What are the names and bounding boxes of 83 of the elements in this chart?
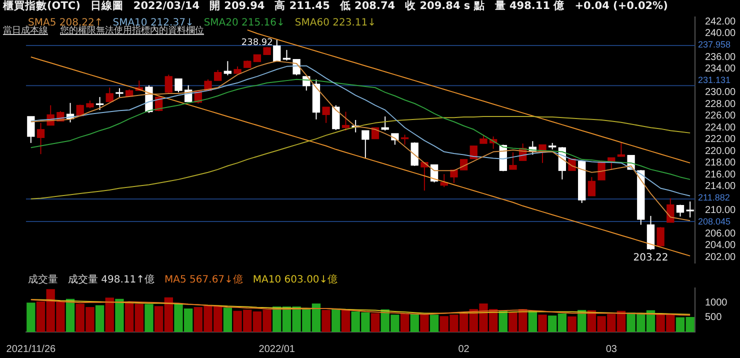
- annotation: 203.22: [633, 252, 668, 264]
- text: SMA60 223.11↓: [294, 18, 376, 29]
- bar: [341, 309, 350, 332]
- ref-line-label: 208.045: [698, 216, 731, 226]
- y-tick-label: 222.00: [705, 134, 736, 146]
- candlestick: [617, 142, 626, 157]
- candlestick: [686, 201, 694, 218]
- candlestick: [332, 104, 340, 130]
- y-tick-label: 210.00: [705, 204, 736, 216]
- y-tick-label: 224.00: [705, 122, 736, 134]
- y-tick-label: 1000: [705, 297, 728, 308]
- candlestick: [322, 106, 330, 124]
- candlestick: [342, 111, 350, 132]
- y-tick-label: 240.00: [705, 28, 736, 40]
- text: 2022/03/14: [133, 0, 200, 12]
- series-label: 成交量 498.11↑億: [68, 274, 155, 286]
- x-tick-label: 2022/01: [258, 344, 296, 355]
- ref-line-label: 211.882: [698, 192, 730, 203]
- y-tick-label: 236.00: [705, 52, 736, 63]
- bar: [223, 308, 232, 332]
- bar: [26, 302, 36, 332]
- bar: [400, 313, 410, 332]
- bar: [144, 304, 154, 332]
- y-tick-label: 218.00: [705, 158, 736, 169]
- candlestick: [164, 74, 172, 94]
- candlestick: [509, 152, 517, 170]
- bar: [115, 298, 124, 332]
- series-label: MA5 567.67↓億: [164, 274, 243, 286]
- candlestick: [27, 116, 35, 144]
- y-tick-label: 500: [705, 312, 722, 324]
- ref-line-label: 237.958: [698, 40, 731, 50]
- candlestick: [214, 69, 222, 82]
- x-tick-label: 2021/11/26: [6, 344, 56, 355]
- candlestick: [588, 176, 596, 196]
- candlestick: [36, 122, 45, 155]
- text: 量 498.11 億: [494, 0, 565, 12]
- bar: [95, 305, 104, 332]
- y-tick-label: 242.00: [705, 16, 736, 28]
- ref-line-label: 231.131: [698, 75, 731, 86]
- y-tick-label: 226.00: [705, 110, 736, 122]
- bar: [66, 298, 75, 332]
- candlestick: [470, 146, 478, 160]
- y-axis-title: 成交量: [28, 274, 58, 286]
- y-tick-label: 206.00: [705, 228, 736, 240]
- bar: [528, 310, 537, 332]
- x-tick-label: 03: [606, 344, 618, 355]
- annotation: 238.92: [241, 38, 273, 48]
- candlestick: [676, 204, 684, 218]
- y-tick-label: 234.00: [705, 64, 736, 75]
- y-tick-label: 202.00: [705, 252, 736, 263]
- bar: [538, 314, 547, 332]
- text: MA10 603.00↓億: [252, 274, 338, 286]
- text: 高 211.45: [274, 0, 330, 12]
- bar: [420, 314, 429, 332]
- y-tick-label: 216.00: [705, 169, 736, 180]
- bar: [370, 313, 380, 332]
- bar: [410, 314, 419, 332]
- candlestick: [362, 130, 370, 159]
- text: 開 209.94: [210, 0, 265, 12]
- bar: [498, 310, 508, 332]
- x-tick-label: 02: [458, 344, 470, 355]
- bar: [105, 298, 114, 332]
- bar: [332, 308, 340, 332]
- bar: [322, 310, 330, 332]
- text: 低 208.74: [340, 0, 396, 12]
- candlestick: [174, 78, 182, 93]
- candlestick: [106, 87, 114, 102]
- candlestick: [656, 226, 664, 246]
- chart-title: 櫃買指數(OTC): [3, 0, 80, 12]
- text: SMA20 215.16↓: [204, 18, 285, 29]
- y-tick-label: 220.00: [705, 146, 736, 157]
- y-tick-label: 204.00: [705, 240, 736, 252]
- candlestick: [273, 39, 281, 62]
- bar: [568, 316, 576, 332]
- y-tick-label: 214.00: [705, 181, 736, 192]
- chart-subtitle: 日線圖: [90, 0, 124, 12]
- text: 收 209.84 s 點: [405, 0, 485, 12]
- y-tick-label: 230.00: [705, 87, 736, 98]
- candlestick: [420, 162, 428, 192]
- candlestick: [224, 60, 232, 76]
- text: +0.04 (+0.02%): [574, 0, 668, 12]
- bar: [430, 314, 439, 332]
- y-tick-label: 228.00: [705, 98, 736, 110]
